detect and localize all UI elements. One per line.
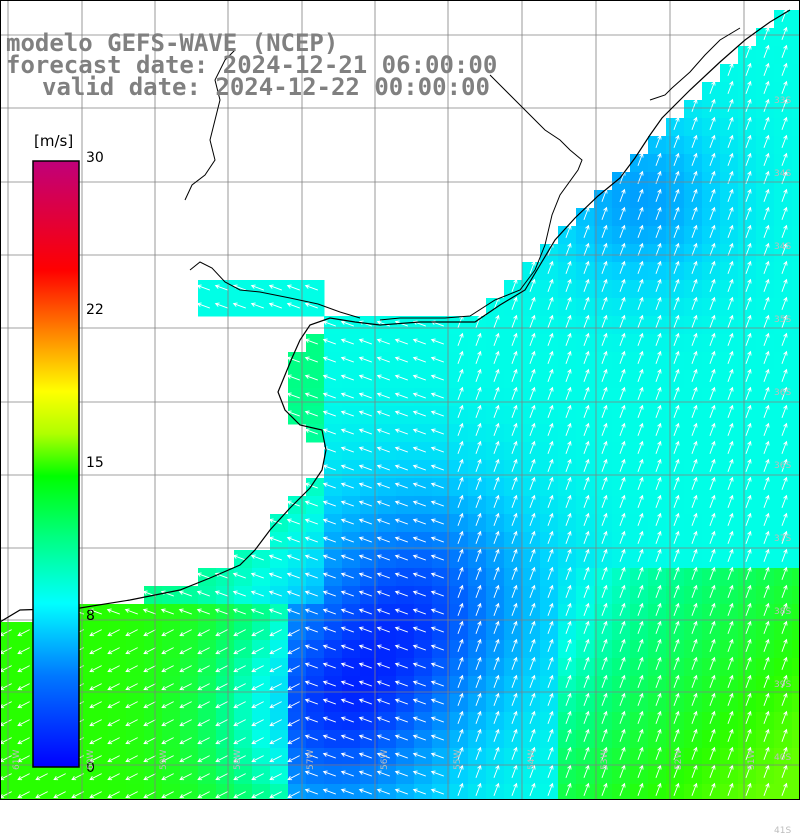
wind-speed-cell <box>792 208 800 227</box>
wind-speed-cell <box>792 460 800 479</box>
wind-speed-cell <box>792 28 800 47</box>
wind-speed-cell <box>792 424 800 443</box>
lon-label: 58W <box>233 750 243 770</box>
wind-speed-cell <box>792 640 800 659</box>
colorbar-unit-label: [m/s] <box>34 132 73 150</box>
lat-label: 41S <box>774 826 791 836</box>
wind-speed-cell <box>792 514 800 533</box>
wind-speed-cell <box>792 298 800 317</box>
colorbar-tick-8: 8 <box>86 608 95 624</box>
wind-speed-cell <box>792 748 800 767</box>
wind-speed-cell <box>324 784 343 800</box>
wind-speed-cell <box>792 406 800 425</box>
wind-speed-cell <box>792 766 800 785</box>
wind-speed-cell <box>792 784 800 800</box>
lat-label: 40S <box>774 753 791 763</box>
lat-label: 34S <box>774 242 791 252</box>
wind-speed-cell <box>792 370 800 389</box>
wind-speed-cell <box>792 172 800 191</box>
wind-speed-cell <box>360 784 379 800</box>
lat-label: 34S <box>774 169 791 179</box>
wind-speed-cell <box>792 316 800 335</box>
lon-label: 55W <box>453 750 463 770</box>
lon-label: 52W <box>674 750 684 770</box>
wind-speed-cell <box>792 442 800 461</box>
lon-label: 51W <box>747 750 757 770</box>
wind-speed-cell <box>792 334 800 353</box>
lat-label: 36S <box>774 388 791 398</box>
wind-speed-cell <box>792 118 800 137</box>
wind-speed-cell <box>792 280 800 299</box>
wind-speed-cell <box>792 64 800 83</box>
lon-label: 53W <box>600 750 610 770</box>
wind-speed-cell <box>792 352 800 371</box>
wind-speed-cell <box>792 658 800 677</box>
wind-speed-cell <box>792 10 800 29</box>
wind-speed-cell <box>306 784 325 800</box>
lat-label: 38S <box>774 607 791 617</box>
wind-speed-cell <box>792 622 800 641</box>
wind-speed-cell <box>792 46 800 65</box>
valid-date: valid date: 2024-12-22 00:00:00 <box>42 75 490 99</box>
wind-speed-cell <box>792 82 800 101</box>
wind-speed-cell <box>792 694 800 713</box>
wind-speed-cell <box>792 262 800 281</box>
wind-speed-cell <box>792 226 800 245</box>
lat-label: 36S <box>774 461 791 471</box>
wind-speed-cell <box>396 784 415 800</box>
lon-label: 60W <box>86 750 96 770</box>
colorbar <box>32 160 82 770</box>
wind-speed-cell <box>342 784 361 800</box>
wind-speed-cell <box>792 730 800 749</box>
wind-speed-cell <box>792 100 800 119</box>
wind-speed-cell <box>792 712 800 731</box>
lon-label: 56W <box>380 750 390 770</box>
wind-speed-cell <box>378 784 397 800</box>
lat-label: 35S <box>774 315 791 325</box>
wind-speed-cell <box>792 478 800 497</box>
lon-label: 54W <box>527 750 537 770</box>
lat-label: 37S <box>774 534 791 544</box>
wind-speed-cell <box>792 244 800 263</box>
wind-map <box>0 0 800 800</box>
wind-speed-cell <box>792 496 800 515</box>
wind-speed-field <box>0 10 800 800</box>
lat-label: 33S <box>774 96 791 106</box>
colorbar-gradient <box>33 161 79 767</box>
lon-label: 61W <box>12 750 22 770</box>
lat-label: 39S <box>774 680 791 690</box>
wind-speed-cell <box>792 190 800 209</box>
lon-label: 57W <box>306 750 316 770</box>
wind-speed-cell <box>414 784 433 800</box>
wind-speed-cell <box>792 586 800 605</box>
colorbar-tick-15: 15 <box>86 455 104 471</box>
wind-speed-cell <box>792 136 800 155</box>
wind-speed-cell <box>792 550 800 569</box>
wind-speed-cell <box>792 388 800 407</box>
lon-label: 59W <box>159 750 169 770</box>
colorbar-tick-30: 30 <box>86 150 104 166</box>
wind-speed-cell <box>792 568 800 587</box>
colorbar-tick-22: 22 <box>86 302 104 318</box>
wind-speed-cell <box>792 154 800 173</box>
